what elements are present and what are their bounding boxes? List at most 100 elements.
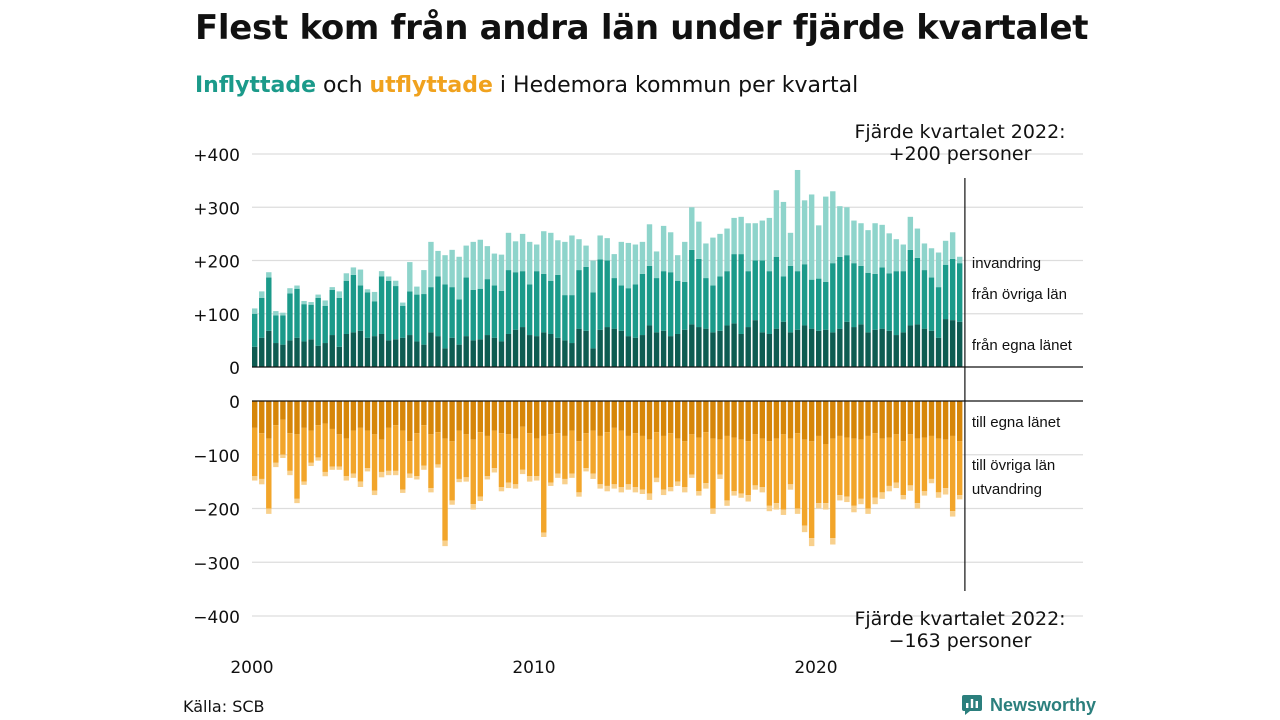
bar-segment (625, 401, 632, 436)
bar-segment (865, 508, 871, 514)
bar-segment (731, 491, 737, 496)
bar-segment (329, 428, 335, 467)
bar-segment (294, 434, 300, 499)
bar-segment (435, 464, 441, 468)
bar-segment (322, 305, 328, 344)
bar-segment (407, 291, 413, 336)
bar-segment (385, 401, 392, 428)
bar-segment (308, 430, 314, 463)
bar-segment (534, 244, 540, 272)
bar-segment (935, 252, 942, 288)
bar-segment (639, 273, 646, 336)
bar-segment (484, 335, 491, 367)
bar-segment (851, 438, 857, 506)
bar-segment (562, 340, 568, 367)
bar-segment (787, 484, 794, 490)
bar-segment (653, 432, 660, 478)
bar-segment (766, 401, 773, 442)
bar-segment (710, 237, 716, 286)
bar-segment (541, 273, 547, 333)
bar-segment (675, 255, 681, 281)
bar-segment (844, 321, 850, 367)
bar-segment (611, 401, 617, 428)
bar-segment (463, 277, 469, 337)
bar-segment (710, 401, 716, 439)
bar-segment (611, 278, 617, 329)
bar-segment (942, 488, 949, 495)
bar-segment (689, 207, 695, 250)
bar-segment (780, 509, 787, 515)
bar-segment (738, 493, 744, 498)
newsworthy-logo-icon (962, 695, 982, 715)
y-tick-label: 0 (229, 393, 240, 413)
source-label: Källa: SCB (183, 697, 265, 716)
bar-segment (872, 273, 878, 330)
bar-segment (618, 430, 624, 487)
bar-segment (759, 220, 765, 261)
series-label: till egna länet (972, 414, 1061, 431)
bar-segment (259, 433, 265, 479)
bar-segment (505, 333, 512, 367)
bar-segment (273, 462, 279, 468)
bar-segment (625, 435, 632, 485)
bar-segment (287, 288, 293, 294)
bar-segment (252, 401, 258, 428)
bar-segment (414, 294, 420, 342)
bar-segment (449, 249, 455, 288)
bar-segment (710, 332, 716, 367)
bar-segment (787, 438, 794, 485)
bar-segment (830, 538, 836, 545)
series-label: invandring (972, 255, 1041, 272)
bar-segment (949, 258, 956, 321)
bar-segment (336, 466, 342, 470)
bar-segment (865, 401, 871, 436)
bar-segment (435, 336, 441, 367)
bar-segment (801, 439, 808, 526)
bar-segment (689, 434, 695, 475)
bar-segment (618, 330, 624, 367)
bar-segment (597, 259, 603, 330)
bar-segment (301, 427, 307, 482)
bar-segment (886, 437, 892, 486)
bar-segment (675, 333, 681, 367)
bar-segment (660, 489, 667, 496)
bar-segment (449, 287, 455, 338)
bar-segment (858, 498, 864, 505)
bar-segment (569, 343, 575, 367)
bar-segment (625, 336, 632, 367)
bar-segment (491, 430, 498, 469)
bar-segment (428, 434, 434, 489)
bar-segment (562, 435, 568, 479)
bar-segment (259, 478, 265, 485)
bar-segment (357, 401, 364, 428)
bar-segment (393, 401, 399, 426)
bar-segment (371, 490, 378, 496)
bar-segment (393, 470, 399, 476)
bar-segment (576, 270, 582, 329)
bar-segment (428, 287, 434, 333)
bar-segment (590, 473, 596, 479)
bar-segment (653, 477, 660, 483)
y-tick-label: +100 (193, 306, 240, 326)
bar-segment (484, 476, 491, 480)
bar-segment (949, 401, 956, 436)
bar-segment (477, 496, 483, 501)
bar-segment (259, 337, 265, 367)
bar-segment (308, 401, 314, 431)
bar-segment (548, 232, 554, 281)
bar-segment (597, 235, 603, 260)
bar-segment (611, 427, 617, 485)
bar-segment (266, 330, 272, 367)
bottom-annotation-line-2: −163 personer (889, 630, 1032, 652)
bar-segment (421, 270, 427, 295)
bar-segment (470, 289, 476, 341)
bar-segment (315, 425, 321, 458)
bar-segment (463, 401, 469, 435)
bar-segment (667, 487, 674, 492)
y-tick-label: −100 (193, 447, 240, 467)
bar-segment (766, 441, 773, 506)
x-tick-label: 2020 (794, 658, 837, 678)
bar-segment (611, 484, 617, 489)
bar-segment (407, 401, 413, 442)
bar-segment (484, 279, 491, 336)
